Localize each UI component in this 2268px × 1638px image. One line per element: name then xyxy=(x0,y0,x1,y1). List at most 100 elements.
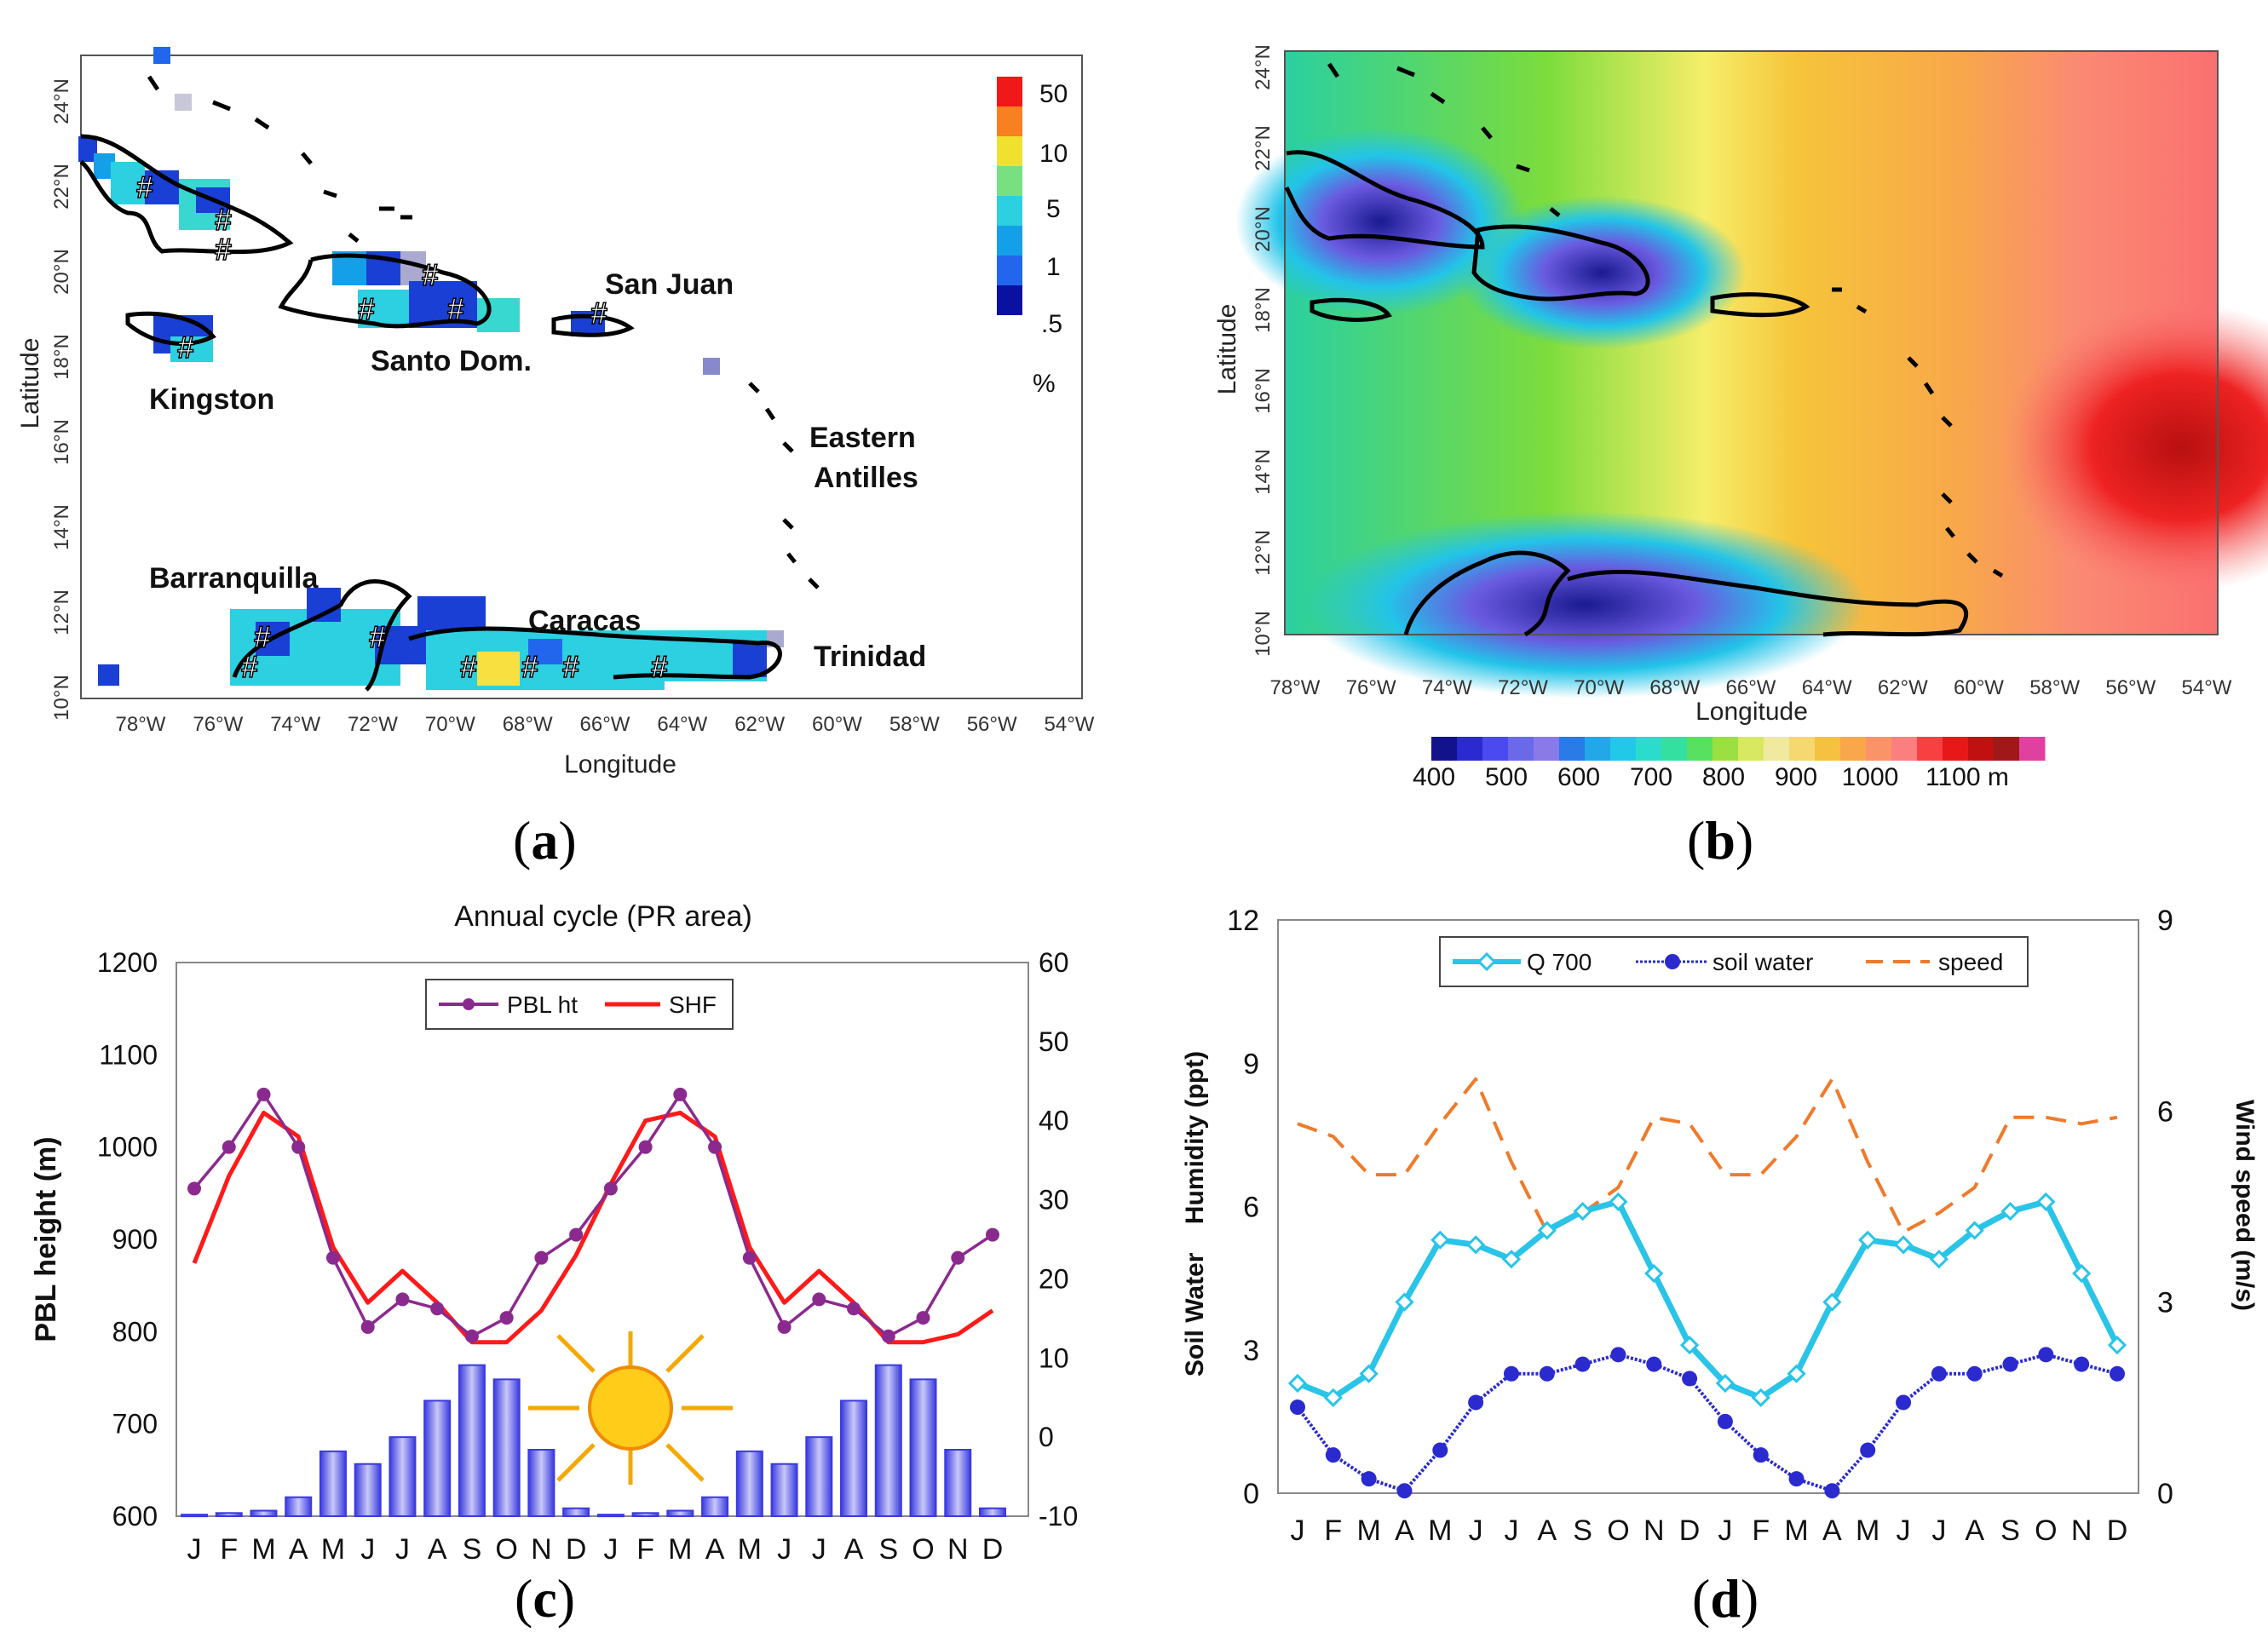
panel-b: 78°W 76°W 74°W 72°W 70°W 68°W 66°W 64°W 62°W 60°W… xyxy=(1159,17,2268,801)
colorbar-b-swatch xyxy=(1636,737,1662,761)
soil-water-point xyxy=(1931,1365,1947,1382)
soil-water-point xyxy=(1539,1365,1555,1382)
x-tick-label: N xyxy=(947,1533,969,1563)
x-tick-label: M xyxy=(668,1533,692,1563)
map-b-low-zone-cuba xyxy=(1235,128,1525,315)
y-tick-label: 20°N xyxy=(50,249,73,295)
bar xyxy=(181,1514,208,1518)
pbl-point xyxy=(325,1250,340,1265)
colorbar-b-swatch xyxy=(1815,737,1841,761)
colorbar-b-swatch xyxy=(1661,737,1688,761)
x-tick-label: J xyxy=(1469,1514,1483,1547)
colorbar-b-swatch xyxy=(1431,737,1458,761)
x-tick-label: F xyxy=(1752,1514,1770,1547)
y-tick-label: 10°N xyxy=(1252,611,1275,657)
x-tick-label: M xyxy=(251,1533,275,1563)
y-tick-label: 16°N xyxy=(1252,368,1275,414)
colorbar-b-swatch xyxy=(1738,737,1764,761)
bar xyxy=(735,1450,763,1517)
colorbar-b-swatch xyxy=(1457,737,1483,761)
x-tick-label: D xyxy=(1679,1514,1701,1547)
colorbar-b-swatch xyxy=(1508,737,1534,761)
map-b-xlabel: Longitude xyxy=(1695,698,1808,726)
y-tick-label: 0 xyxy=(1243,1478,1259,1510)
colorbar-a-label: 10 xyxy=(1039,140,1068,168)
pbl-point xyxy=(395,1292,410,1307)
bar xyxy=(354,1463,382,1518)
soil-water-point xyxy=(1788,1471,1805,1487)
x-tick-label: 74°W xyxy=(270,713,320,736)
q700-point xyxy=(1359,1364,1379,1383)
pbl-point xyxy=(673,1087,688,1101)
y-tick-label: 3 xyxy=(1243,1335,1259,1367)
map-a-ylabel: Latitude xyxy=(16,338,44,429)
soil-water-point xyxy=(1717,1413,1733,1429)
x-tick-label: 72°W xyxy=(348,713,398,736)
y-tick-label: 700 xyxy=(112,1409,158,1440)
colorbar-b-swatch xyxy=(1866,737,1892,761)
x-tick-label: 76°W xyxy=(193,713,243,736)
x-tick-label: 64°W xyxy=(657,713,707,736)
bar xyxy=(527,1449,555,1517)
x-tick-label: A xyxy=(289,1533,308,1563)
panel-c: Annual cycle (PR area) PBL ht SHF 1200 11… xyxy=(0,890,1125,1563)
soil-water-point xyxy=(2110,1365,2125,1382)
svg-text:#: # xyxy=(562,649,579,684)
x-tick-label: 68°W xyxy=(503,713,553,736)
bar xyxy=(458,1364,486,1518)
y2-tick-label: 60 xyxy=(1039,947,1069,978)
y2-tick-label: 3 xyxy=(2157,1287,2173,1319)
chart-d-legend: Q 700 soil water speed xyxy=(1439,936,2029,987)
colorbar-b-swatch xyxy=(1764,737,1790,761)
legend-label-q700: Q 700 xyxy=(1527,949,1592,975)
y2-tick-label: 40 xyxy=(1039,1106,1069,1136)
q700-point xyxy=(1787,1364,1806,1383)
y-tick-label: 24°N xyxy=(1252,44,1275,90)
x-tick-label: M xyxy=(1356,1514,1380,1547)
y-tick-label: 18°N xyxy=(1252,287,1275,333)
x-tick-label: O xyxy=(912,1533,934,1563)
soil-water-point xyxy=(1896,1394,1912,1411)
panel-a: # # # # # # # # # # # # # # # San Juan K… xyxy=(0,43,1108,792)
svg-text:#: # xyxy=(254,619,271,654)
chart-d-y2label: Wind speed (m/s) xyxy=(2231,1100,2259,1311)
x-tick-label: 68°W xyxy=(1649,676,1700,699)
place-label: San Juan xyxy=(605,268,734,301)
y2-tick-label: 30 xyxy=(1039,1185,1069,1216)
pbl-point xyxy=(812,1292,826,1307)
soil-water-point xyxy=(1468,1394,1484,1411)
svg-text:#: # xyxy=(590,296,607,330)
map-b-ylabel: Latitude xyxy=(1213,304,1241,395)
svg-text:#: # xyxy=(241,649,258,684)
speed-line xyxy=(1297,1077,2118,1234)
panel-a-svg: # # # # # # # # # # # # # # # San Juan K… xyxy=(16,47,1095,779)
x-tick-label: F xyxy=(636,1533,654,1563)
q700-point xyxy=(1715,1373,1736,1394)
y-tick-label: 18°N xyxy=(50,334,73,380)
colorbar-a-label: 50 xyxy=(1039,80,1068,108)
q700-point xyxy=(1858,1230,1878,1250)
colorbar-b-label: 700 xyxy=(1630,763,1672,791)
legend-label-speed: speed xyxy=(1938,949,2003,975)
map-b-colorbar-labels: 400 500 600 700 800 900 1000 1100 m xyxy=(1413,763,2009,791)
chart-d-ylabel: Soil Water Humidity (ppt) xyxy=(1181,1051,1209,1376)
soil-water-point xyxy=(1503,1365,1519,1382)
x-tick-label: 56°W xyxy=(967,713,1017,736)
pbl-point xyxy=(742,1250,757,1265)
chart-c-y2ticks: 60 50 40 30 20 10 0 -10 xyxy=(1039,947,1078,1532)
q700-point xyxy=(1893,1235,1914,1255)
x-tick-label: 66°W xyxy=(580,713,630,736)
soil-water-point xyxy=(1432,1442,1448,1458)
bar xyxy=(944,1449,972,1517)
x-tick-label: O xyxy=(495,1533,517,1563)
soil-water-point xyxy=(1682,1371,1698,1387)
svg-text:#: # xyxy=(422,257,439,292)
x-tick-label: O xyxy=(1607,1514,1629,1547)
pbl-point xyxy=(638,1140,653,1154)
colorbar-b-swatch xyxy=(1534,737,1560,761)
q700-point xyxy=(1965,1221,1984,1240)
y2-tick-label: 10 xyxy=(1039,1342,1069,1373)
colorbar-b-label: 900 xyxy=(1775,763,1817,791)
